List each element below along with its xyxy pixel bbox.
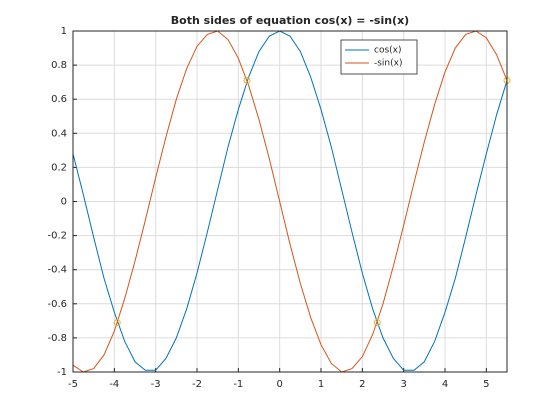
y-tick-label: -1 <box>57 367 67 378</box>
intersection-marker <box>373 319 381 327</box>
x-tick-label: 5 <box>483 379 489 390</box>
x-tick-label: 1 <box>318 379 324 390</box>
y-tick-label: 0.6 <box>51 94 67 105</box>
y-tick-label: 0.4 <box>51 128 67 139</box>
y-tick-label: -0.2 <box>47 231 67 242</box>
x-tick-label: 3 <box>400 379 406 390</box>
y-tick-label: -0.4 <box>47 265 67 276</box>
legend-label: -sin(x) <box>374 59 403 69</box>
y-tick-label: -0.6 <box>47 299 67 310</box>
x-tick-label: -5 <box>68 379 78 390</box>
y-tick-label: 1 <box>61 26 67 37</box>
y-tick-label: 0.2 <box>51 162 67 173</box>
legend-label: cos(x) <box>374 46 402 56</box>
x-tick-label: -3 <box>151 379 161 390</box>
line <box>72 30 508 371</box>
x-tick-label: 4 <box>442 379 448 390</box>
line <box>72 30 508 373</box>
x-tick-label: -4 <box>109 379 119 390</box>
y-tick-label: 0.8 <box>51 60 67 71</box>
intersection-marker <box>243 76 251 84</box>
y-tick-label: -0.8 <box>47 333 67 344</box>
x-tick-label: -2 <box>192 379 202 390</box>
legend-box <box>340 39 418 75</box>
x-tick-label: -1 <box>233 379 243 390</box>
intersection-marker <box>113 319 121 327</box>
x-tick-label: 2 <box>359 379 365 390</box>
chart-title: Both sides of equation cos(x) = -sin(x) <box>171 14 409 27</box>
y-tick-label: 0 <box>61 197 67 208</box>
x-tick-label: 0 <box>276 379 282 390</box>
axes-box <box>72 30 508 373</box>
